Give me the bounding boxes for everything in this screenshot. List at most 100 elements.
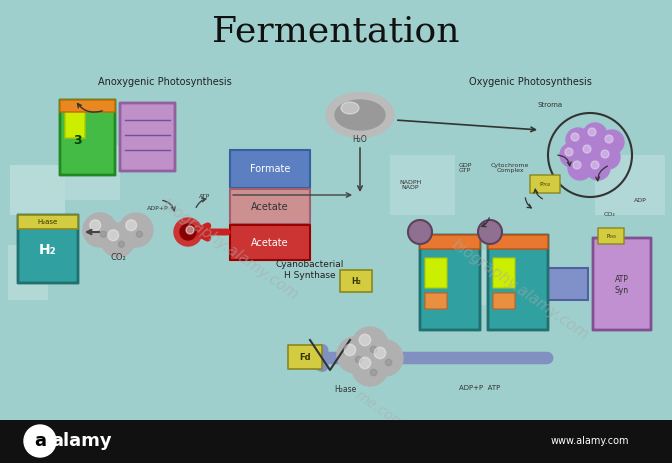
Text: H₂: H₂ [351,276,361,286]
Circle shape [108,230,119,241]
Text: P₇₀₀: P₇₀₀ [540,181,550,187]
Circle shape [367,340,403,376]
Ellipse shape [335,100,385,130]
Ellipse shape [326,93,394,138]
Circle shape [560,143,584,167]
Circle shape [571,133,579,141]
Text: CO₂: CO₂ [604,213,616,218]
Circle shape [352,350,388,386]
Circle shape [408,220,432,244]
Text: Anoxygenic Photosynthesis: Anoxygenic Photosynthesis [98,77,232,87]
Circle shape [566,128,590,152]
Circle shape [180,224,196,240]
FancyBboxPatch shape [120,103,175,171]
Text: Cytochrome
Complex: Cytochrome Complex [491,163,529,174]
FancyBboxPatch shape [425,293,447,309]
Circle shape [186,226,194,234]
Circle shape [573,161,581,169]
Text: 3: 3 [74,133,82,146]
Circle shape [360,334,371,346]
Circle shape [591,161,599,169]
Text: Stroma: Stroma [538,102,562,108]
FancyBboxPatch shape [8,245,48,300]
Text: H₂ase: H₂ase [38,219,58,225]
FancyBboxPatch shape [288,345,322,369]
Circle shape [588,128,596,136]
Text: P₆₈₀: P₆₈₀ [606,233,616,238]
Text: Fd: Fd [299,352,311,362]
Text: a: a [34,432,46,450]
FancyBboxPatch shape [530,175,560,193]
Circle shape [100,231,106,238]
Circle shape [83,213,117,247]
Circle shape [586,156,610,180]
Circle shape [352,327,388,363]
Circle shape [374,347,386,359]
Text: Acetate: Acetate [251,202,289,212]
Circle shape [174,218,202,246]
Text: ADP+P: ADP+P [147,206,169,211]
Circle shape [478,220,502,244]
Text: H₂: H₂ [39,243,57,257]
Circle shape [568,156,592,180]
FancyBboxPatch shape [598,228,624,244]
FancyBboxPatch shape [10,165,65,215]
FancyBboxPatch shape [390,155,455,215]
Text: biography.alamy.com: biography.alamy.com [449,237,591,343]
Circle shape [600,130,624,154]
FancyBboxPatch shape [493,293,515,309]
Circle shape [578,140,602,164]
Text: alamy: alamy [52,432,112,450]
FancyBboxPatch shape [488,268,588,300]
Text: Formate: Formate [250,164,290,174]
Text: Oxygenic Photosynthesis: Oxygenic Photosynthesis [468,77,591,87]
Text: NADPH
NADP: NADPH NADP [399,180,421,190]
Text: ATP
Syn: ATP Syn [615,275,629,295]
Text: ATP: ATP [200,194,210,200]
Circle shape [583,123,607,147]
FancyBboxPatch shape [18,215,78,283]
Text: CO₂: CO₂ [110,254,126,263]
FancyBboxPatch shape [230,225,310,260]
FancyBboxPatch shape [340,270,372,292]
Circle shape [344,344,355,356]
Circle shape [126,220,136,231]
Circle shape [360,357,371,369]
Text: Fermentation: Fermentation [212,15,460,49]
Circle shape [90,220,101,231]
Text: ADP+P  ATP: ADP+P ATP [460,385,501,391]
FancyBboxPatch shape [420,235,480,249]
Text: Cyanobacterial
H Synthase: Cyanobacterial H Synthase [276,260,344,281]
Text: ADP: ADP [634,198,646,202]
Circle shape [118,241,124,247]
Bar [0,420,672,463]
FancyBboxPatch shape [595,155,665,215]
Circle shape [370,346,377,353]
Circle shape [136,231,142,238]
FancyBboxPatch shape [60,100,115,175]
Circle shape [583,145,591,153]
FancyBboxPatch shape [488,235,548,249]
FancyBboxPatch shape [493,258,515,288]
Circle shape [385,359,392,366]
FancyBboxPatch shape [420,235,480,330]
Circle shape [605,135,613,143]
Text: H₂O: H₂O [353,136,368,144]
FancyBboxPatch shape [593,238,651,330]
FancyBboxPatch shape [18,215,78,229]
Circle shape [24,425,56,457]
Ellipse shape [341,102,359,114]
FancyBboxPatch shape [425,258,447,288]
FancyBboxPatch shape [60,100,115,112]
Circle shape [370,369,377,376]
FancyBboxPatch shape [65,145,120,200]
Text: biography.alamy.com: biography.alamy.com [159,197,301,303]
Text: H₂ase: H₂ase [334,386,356,394]
Circle shape [337,337,373,373]
Text: GDP
GTP: GDP GTP [458,163,472,174]
Circle shape [596,145,620,169]
FancyBboxPatch shape [488,235,548,330]
FancyBboxPatch shape [230,150,310,188]
Circle shape [565,148,573,156]
Text: me.com: me.com [353,388,407,432]
